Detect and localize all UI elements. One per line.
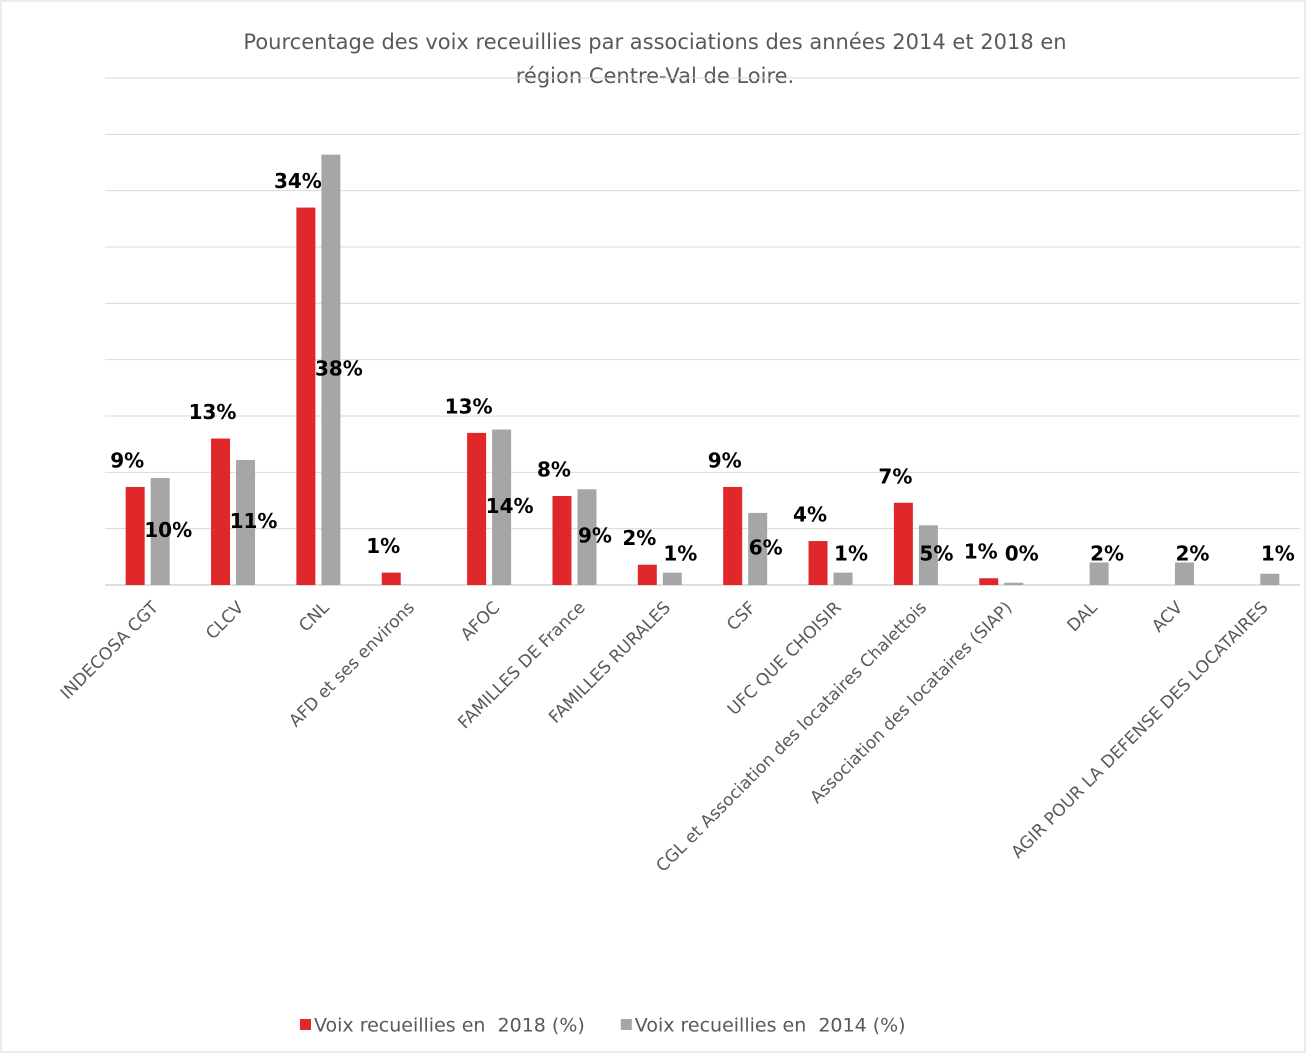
value-label: 4% <box>793 503 827 527</box>
bar <box>577 489 597 585</box>
legend-label: Voix recueillies en 2018 (%) <box>314 1015 585 1037</box>
value-label: 1% <box>1261 542 1295 566</box>
bar <box>236 459 256 585</box>
bar <box>1089 562 1109 585</box>
bar <box>150 477 170 585</box>
legend-swatch <box>620 1019 632 1030</box>
bar <box>1004 582 1024 585</box>
bar <box>1174 562 1194 585</box>
value-label: 0% <box>1005 542 1039 566</box>
bar <box>321 154 341 585</box>
bar <box>979 578 999 585</box>
value-label: 13% <box>445 394 493 418</box>
bar <box>125 486 145 585</box>
bar <box>296 207 316 586</box>
bar <box>381 572 401 585</box>
chart-title: région Centre-Val de Loire. <box>516 64 794 88</box>
legend-swatch <box>300 1019 311 1030</box>
value-label: 34% <box>274 169 322 193</box>
value-label: 5% <box>919 542 953 566</box>
value-label: 1% <box>366 534 400 558</box>
bar <box>492 429 512 585</box>
bar <box>893 502 913 585</box>
value-label: 6% <box>749 535 783 559</box>
value-label: 13% <box>189 400 237 424</box>
value-label: 1% <box>964 540 998 564</box>
value-label: 14% <box>486 494 534 518</box>
bar <box>467 432 487 585</box>
value-label: 7% <box>878 464 912 488</box>
bar <box>211 438 231 585</box>
value-label: 2% <box>622 526 656 550</box>
bar <box>662 572 682 585</box>
bar <box>637 564 657 585</box>
chart-title: Pourcentage des voix receuillies par ass… <box>243 30 1066 54</box>
value-label: 9% <box>578 524 612 548</box>
value-label: 9% <box>708 448 742 472</box>
bar <box>748 512 768 585</box>
value-label: 38% <box>315 356 363 380</box>
value-label: 11% <box>230 509 278 533</box>
value-label: 8% <box>537 457 571 481</box>
legend-label: Voix recueillies en 2014 (%) <box>635 1015 906 1037</box>
value-label: 9% <box>110 448 144 472</box>
value-label: 10% <box>144 518 192 542</box>
value-label: 1% <box>663 542 697 566</box>
bar <box>833 572 853 585</box>
bar <box>808 541 828 585</box>
bar <box>1260 573 1280 585</box>
bar <box>552 495 572 585</box>
value-label: 2% <box>1090 542 1124 566</box>
value-label: 1% <box>834 542 868 566</box>
bar <box>723 486 743 585</box>
bar <box>918 525 938 585</box>
value-label: 2% <box>1175 542 1209 566</box>
